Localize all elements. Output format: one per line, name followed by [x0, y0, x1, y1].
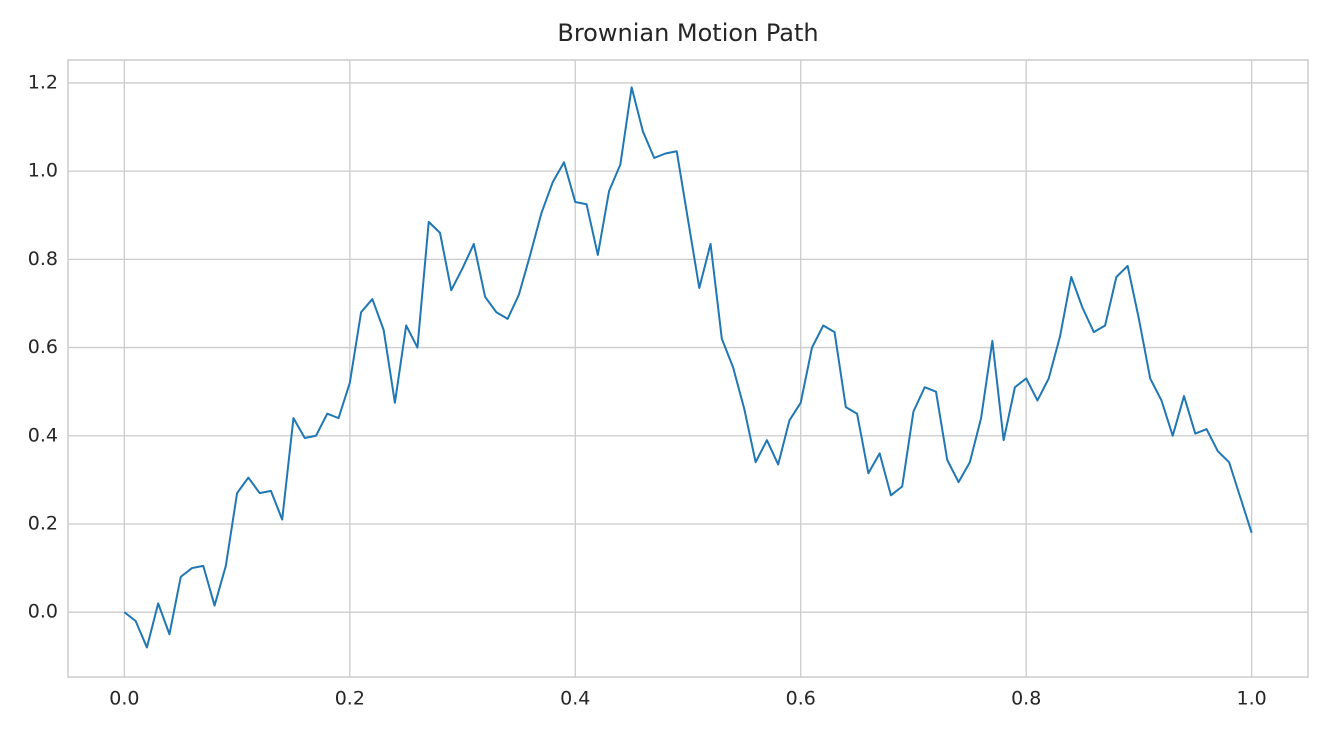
y-tick-label: 0.0	[28, 601, 58, 623]
y-tick-label: 0.2	[28, 512, 58, 534]
data-line	[123, 86, 1253, 649]
x-tick-label: 0.8	[1011, 688, 1041, 710]
x-tick-label: 0.6	[786, 688, 816, 710]
y-tick-label: 1.0	[28, 160, 58, 182]
x-tick-label: 1.0	[1237, 688, 1267, 710]
x-tick-label: 0.0	[109, 688, 139, 710]
chart-title: Brownian Motion Path	[557, 19, 818, 47]
y-tick-label: 0.4	[28, 424, 58, 446]
y-tick-label: 1.2	[28, 71, 58, 93]
x-tick-label: 0.4	[560, 688, 590, 710]
y-tick-label: 0.8	[28, 248, 58, 270]
plot-frame	[67, 59, 1309, 678]
x-tick-label: 0.2	[335, 688, 365, 710]
y-tick-label: 0.6	[28, 336, 58, 358]
